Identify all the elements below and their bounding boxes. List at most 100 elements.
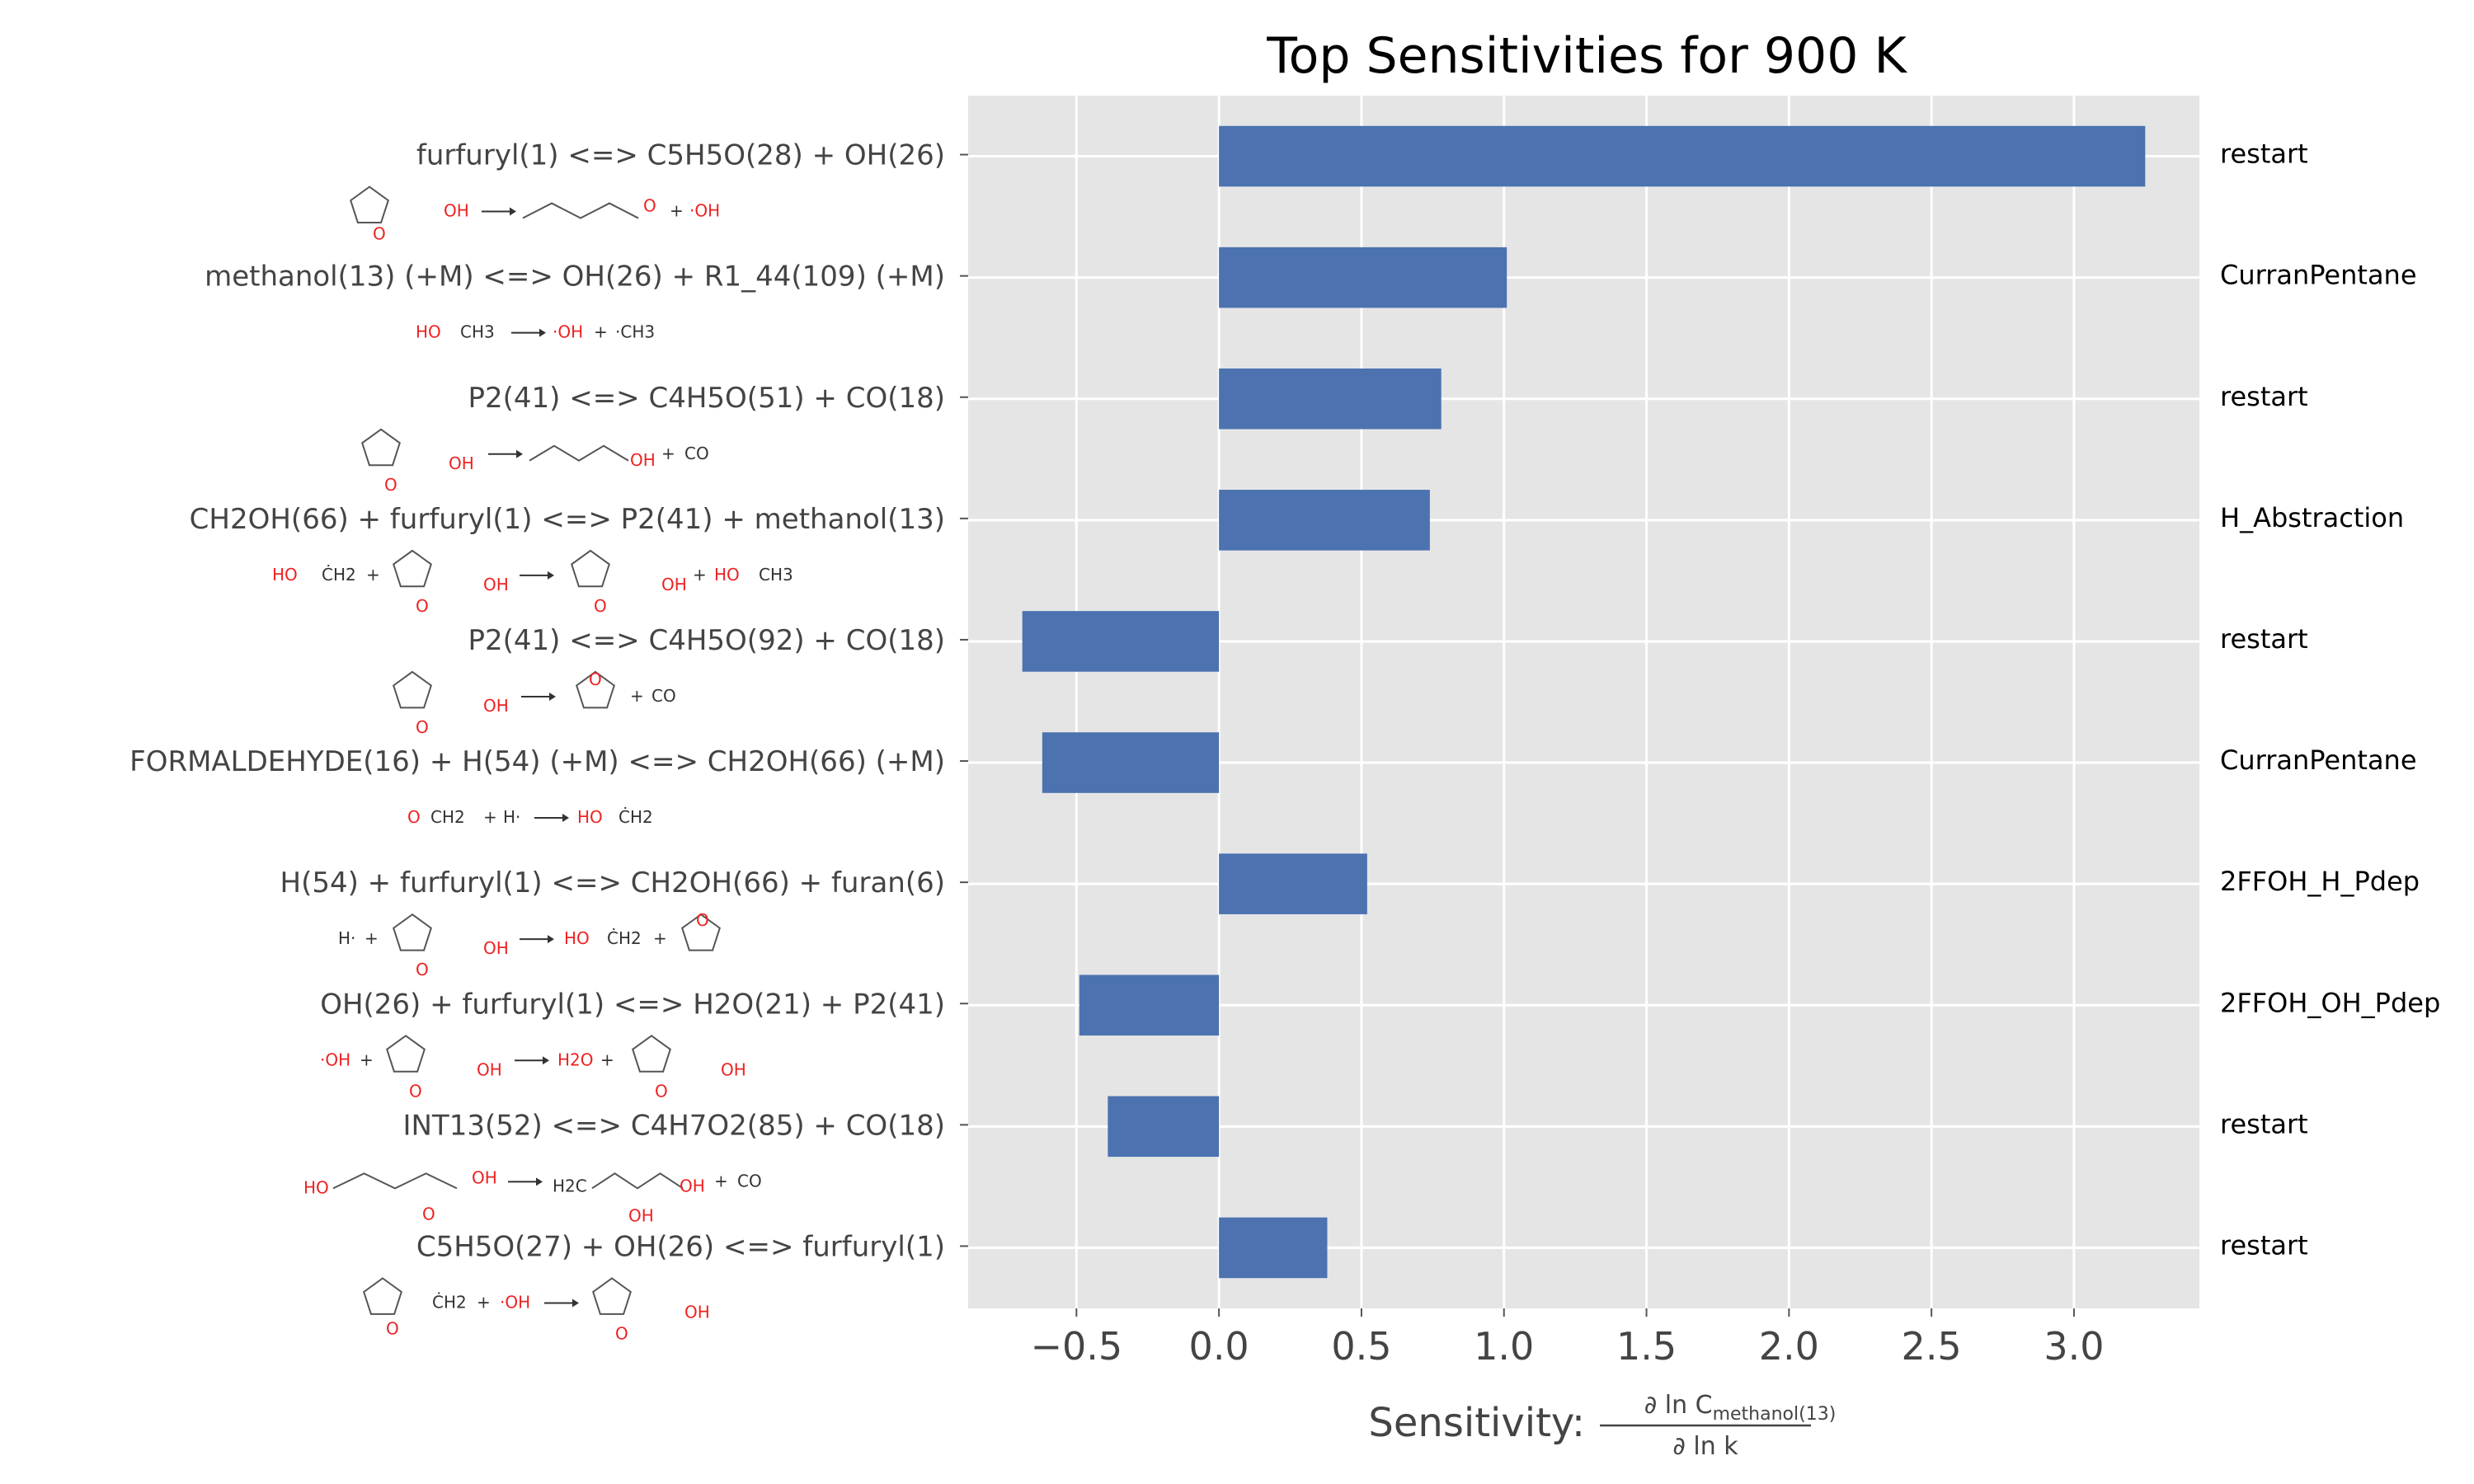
reaction-family-label: restart <box>2220 1229 2308 1261</box>
reaction-label: methanol(13) (+M) <=> OH(26) + R1_44(109… <box>205 261 945 294</box>
structure-label: + <box>653 928 667 948</box>
x-tick-label: 2.0 <box>1759 1324 1819 1369</box>
reaction-label: P2(41) <=> C4H5O(51) + CO(18) <box>468 382 945 415</box>
structure-label: + <box>630 686 644 706</box>
furan-ring <box>363 1277 402 1315</box>
structure-label: H2O <box>557 1050 594 1069</box>
x-tick-labels: −0.5 0.0 0.5 1.0 1.5 2.0 2.5 3.0 <box>1030 1308 2105 1369</box>
reaction-arrow-head <box>548 571 554 580</box>
structure-label: ·OH <box>689 201 720 221</box>
x-tick-label: 2.5 <box>1902 1324 1962 1369</box>
structure-label: ·OH <box>320 1050 350 1069</box>
x-tick-label: 1.5 <box>1616 1324 1677 1369</box>
structure-label: O <box>589 669 602 689</box>
structure-label: CH3 <box>460 322 495 342</box>
structure-label: OH <box>477 1059 502 1079</box>
furan-ring <box>592 1277 632 1315</box>
reaction-family-label: CurranPentane <box>2220 260 2417 291</box>
reaction-family-label: H_Abstraction <box>2220 502 2404 533</box>
structure-label: + <box>714 1171 728 1190</box>
structure-label: + <box>693 565 707 585</box>
furan-ring <box>350 186 389 223</box>
structure-label: + <box>670 201 684 221</box>
reaction-family-label: 2FFOH_H_Pdep <box>2220 866 2420 897</box>
bar <box>1219 1217 1328 1279</box>
x-axis-label: Sensitivity: ∂ ln Cmethanol(13) ∂ ln k <box>1368 1391 1836 1461</box>
structure-label: ·CH3 <box>615 322 655 342</box>
carbon-chain <box>529 444 629 462</box>
structure-label: OH <box>444 201 469 221</box>
furan-ring <box>571 549 610 588</box>
structure-label: ·OH <box>553 322 583 342</box>
furan-ring <box>632 1035 671 1073</box>
structure-label: ĊH2 <box>607 928 642 948</box>
reaction-labels: furfuryl(1) <=> C5H5O(28) + OH(26) methan… <box>129 139 968 1263</box>
bar <box>1079 974 1220 1036</box>
bar <box>1108 1096 1220 1158</box>
structure-label: O <box>386 1318 399 1338</box>
structure-label: O <box>416 596 429 616</box>
structure-label: CH2 <box>430 807 465 827</box>
structure-label: HO <box>272 565 298 585</box>
reaction-label: H(54) + furfuryl(1) <=> CH2OH(66) + fura… <box>280 866 945 899</box>
furan-ring <box>393 913 432 951</box>
structure-label: O <box>384 475 397 495</box>
reaction-family-label: restart <box>2220 381 2308 412</box>
x-axis-label-prefix: Sensitivity: <box>1368 1400 1585 1446</box>
reaction-label: C5H5O(27) + OH(26) <=> furfuryl(1) <box>416 1230 945 1263</box>
x-axis-label-numerator: ∂ ln Cmethanol(13) <box>1644 1391 1837 1425</box>
structure-label: + <box>366 565 380 585</box>
structure-label: ĊH2 <box>618 807 653 827</box>
structure-label: H· <box>503 807 520 827</box>
reaction-arrow-head <box>572 1298 579 1308</box>
x-tick-label: 1.0 <box>1474 1324 1534 1369</box>
structure-label: OH <box>483 696 509 716</box>
structure-label: HO <box>303 1177 329 1197</box>
structure-label: + <box>477 1292 491 1312</box>
structure-label: HO <box>564 928 590 948</box>
x-tick-label: 0.5 <box>1331 1324 1391 1369</box>
structure-label: OH <box>628 1205 654 1225</box>
reaction-label: P2(41) <=> C4H5O(92) + CO(18) <box>468 624 945 657</box>
structure-label: + <box>600 1050 614 1069</box>
reaction-arrow-head <box>539 328 546 337</box>
structure-label: O <box>416 717 429 737</box>
structure-label: HO <box>577 807 603 827</box>
structure-label: O <box>416 960 429 979</box>
reaction-label: FORMALDEHYDE(16) + H(54) (+M) <=> CH2OH(… <box>129 745 945 778</box>
reaction-family-label: restart <box>2220 1108 2308 1139</box>
structure-label: O <box>643 196 656 216</box>
reaction-arrow-head <box>516 449 523 458</box>
structure-label: CO <box>651 686 676 706</box>
reaction-arrow-head <box>548 935 554 944</box>
reaction-family-label: restart <box>2220 139 2308 170</box>
x-tick-label: 0.0 <box>1189 1324 1249 1369</box>
reaction-family-label: restart <box>2220 623 2308 655</box>
reaction-arrow-head <box>543 1056 549 1065</box>
structure-label: O <box>409 1081 422 1101</box>
structure-label: H· <box>338 928 355 948</box>
bar <box>1219 247 1507 308</box>
structure-label: O <box>422 1204 435 1223</box>
structure-label: O <box>696 910 709 930</box>
bar <box>1219 125 2146 187</box>
structure-label: CO <box>684 444 709 463</box>
structure-label: O <box>407 807 421 827</box>
x-tick-label: −0.5 <box>1030 1324 1122 1369</box>
structure-label: CH3 <box>759 565 793 585</box>
structure-label: OH <box>661 575 687 594</box>
reaction-family-label: 2FFOH_OH_Pdep <box>2220 987 2440 1018</box>
carbon-chain <box>522 202 639 219</box>
structure-label: OH <box>630 450 656 470</box>
structure-label: HO <box>416 322 441 342</box>
structure-label: HO <box>714 565 740 585</box>
reaction-label: INT13(52) <=> C4H7O2(85) + CO(18) <box>402 1109 945 1142</box>
reaction-label: CH2OH(66) + furfuryl(1) <=> P2(41) + met… <box>190 503 945 536</box>
structure-label: H2C <box>553 1176 587 1195</box>
structure-label: OH <box>721 1059 746 1079</box>
furan-ring <box>361 428 401 467</box>
structure-label: + <box>594 322 608 342</box>
bar <box>1219 368 1442 430</box>
chart-title: Top Sensitivities for 900 K <box>1266 27 1907 85</box>
x-axis-label-denominator: ∂ ln k <box>1672 1432 1738 1461</box>
